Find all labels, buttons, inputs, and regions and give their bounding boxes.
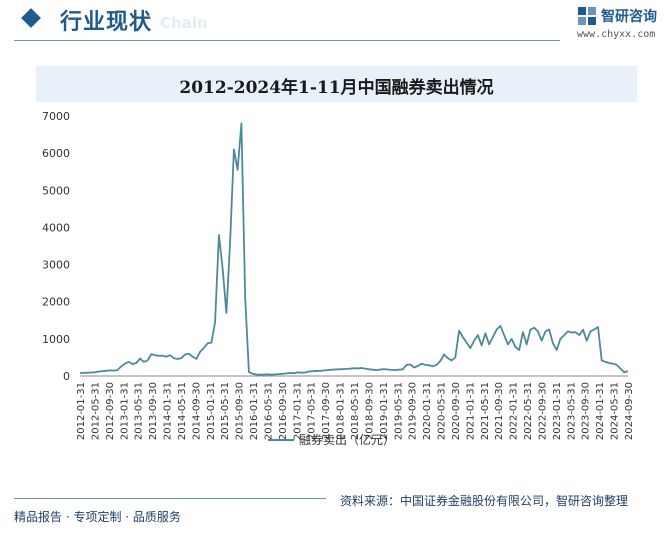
y-tick-label: 0	[63, 370, 70, 383]
x-tick-label: 2018-09-30	[364, 382, 375, 440]
x-tick-label: 2016-09-30	[278, 382, 289, 440]
x-tick-label: 2020-01-31	[422, 382, 433, 440]
y-tick-label: 6000	[42, 147, 70, 160]
x-tick-label: 2020-09-30	[451, 382, 462, 440]
y-tick-label: 3000	[42, 259, 70, 272]
chart-title: 2012-2024年1-11月中国融券卖出情况	[179, 78, 494, 98]
x-tick-label: 2017-01-31	[292, 382, 303, 440]
series-layer	[79, 122, 629, 376]
x-tick-label: 2023-01-31	[552, 382, 563, 440]
x-tick-label: 2012-09-30	[105, 382, 116, 440]
x-tick-label: 2023-09-30	[581, 382, 592, 440]
x-tick-label: 2016-01-31	[249, 382, 260, 440]
y-tick-label: 2000	[42, 296, 70, 309]
brand-logo-icon	[578, 7, 596, 25]
x-tick-label: 2012-01-31	[76, 382, 87, 440]
x-tick-label: 2016-05-31	[263, 382, 274, 440]
x-tick-label: 2022-01-31	[509, 382, 520, 440]
y-tick-label: 1000	[42, 333, 70, 346]
x-axis: 2012-01-31 2012-05-31 2012-09-30 2013-01-31…	[76, 375, 635, 440]
brand-logo: 智研咨询 www.chyxx.com	[577, 6, 667, 50]
x-tick-label: 2022-05-31	[523, 382, 534, 440]
x-tick-label: 2024-01-31	[595, 382, 606, 440]
x-tick-label: 2013-01-31	[119, 382, 130, 440]
page-header: 行业现状 Chain	[0, 0, 672, 48]
brand-name: 智研咨询	[601, 9, 657, 25]
x-tick-label: 2021-01-31	[465, 382, 476, 440]
x-tick-label: 2024-09-30	[624, 382, 635, 440]
footer-divider	[14, 498, 326, 499]
source-note: 资料来源：中国证券金融股份有限公司，智研咨询整理	[340, 494, 629, 508]
x-tick-label: 2018-05-31	[350, 382, 361, 440]
x-tick-label: 2017-05-31	[307, 382, 318, 440]
chart-title-band: 2012-2024年1-11月中国融券卖出情况	[36, 66, 637, 102]
y-tick-label: 4000	[42, 221, 70, 234]
series-line-0	[79, 122, 629, 376]
x-tick-label: 2024-05-31	[610, 382, 621, 440]
x-tick-label: 2012-05-31	[90, 382, 101, 440]
x-tick-label: 2022-09-30	[537, 382, 548, 440]
x-tick-label: 2019-01-31	[379, 382, 390, 440]
x-tick-label: 2021-05-31	[480, 382, 491, 440]
legend: 融券卖出（亿元）	[268, 432, 395, 447]
x-tick-label: 2015-05-31	[220, 382, 231, 440]
x-tick-label: 2014-09-30	[191, 382, 202, 440]
x-tick-label: 2020-05-31	[437, 382, 448, 440]
x-tick-label: 2019-05-31	[393, 382, 404, 440]
y-tick-label: 5000	[42, 184, 70, 197]
x-tick-label: 2018-01-31	[336, 382, 347, 440]
x-tick-label: 2014-01-31	[163, 382, 174, 440]
header-divider	[14, 40, 560, 41]
x-tick-label: 2023-05-31	[566, 382, 577, 440]
x-tick-label: 2015-09-30	[235, 382, 246, 440]
x-tick-label: 2013-09-30	[148, 382, 159, 440]
section-title: 行业现状	[60, 10, 153, 35]
brand-url: www.chyxx.com	[577, 29, 656, 40]
x-tick-label: 2021-09-30	[494, 382, 505, 440]
header-watermark: Chain	[160, 14, 208, 32]
x-tick-label: 2015-01-31	[206, 382, 217, 440]
legend-label: 融券卖出（亿元）	[299, 432, 395, 447]
x-tick-label: 2013-05-31	[134, 382, 145, 440]
y-axis: 0 1000 2000 3000 4000 5000 6000 7000	[42, 110, 70, 383]
y-tick-label: 7000	[42, 110, 70, 123]
x-tick-label: 2014-05-31	[177, 382, 188, 440]
x-tick-label: 2019-09-30	[408, 382, 419, 440]
x-tick-label: 2017-09-30	[321, 382, 332, 440]
footer-slogan: 精品报告 · 专项定制 · 品质服务	[14, 510, 181, 524]
